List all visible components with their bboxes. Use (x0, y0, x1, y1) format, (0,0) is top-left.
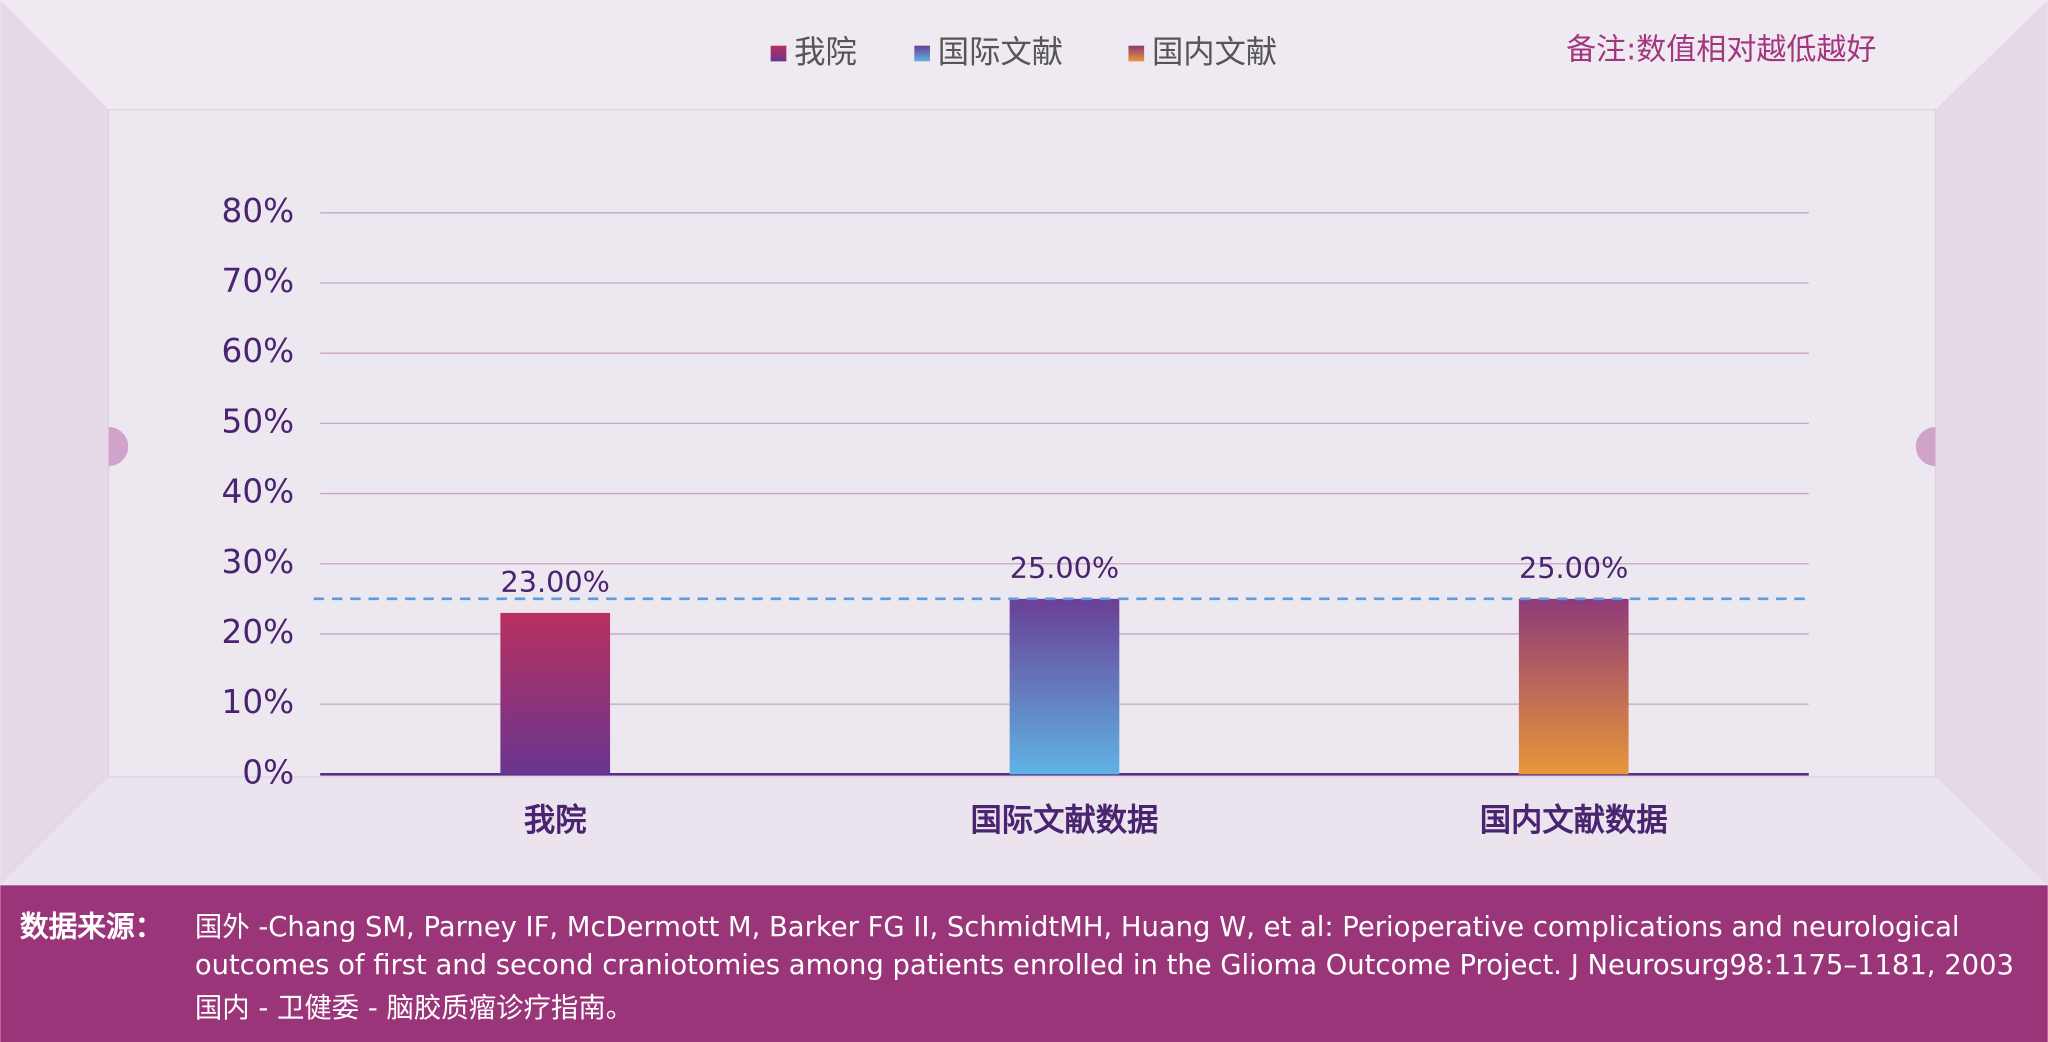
legend-swatch (1128, 45, 1145, 62)
y-tick-label: 80% (222, 192, 295, 230)
value-label: 25.00% (1010, 551, 1120, 585)
value-label: 23.00% (500, 565, 610, 599)
footer-line: 国内 - 卫健委 - 脑胶质瘤诊疗指南。 (195, 993, 633, 1024)
top-panel (0, 0, 2048, 110)
y-tick-label: 10% (222, 683, 295, 721)
y-tick-label: 60% (222, 332, 295, 370)
y-tick-label: 70% (222, 262, 295, 300)
footer-line: 国外 -Chang SM, Parney IF, McDermott M, Ba… (195, 912, 1960, 943)
y-tick-label: 20% (222, 613, 295, 651)
legend-swatch (914, 45, 930, 62)
left-panel (0, 0, 109, 886)
bar (1518, 598, 1629, 775)
decor (108, 426, 129, 467)
right-panel (1935, 0, 2048, 886)
x-tick-label: 我院 (524, 801, 587, 838)
bar (500, 612, 611, 775)
legend-label: 国际文献 (938, 35, 1063, 71)
floor-panel (0, 776, 2048, 886)
bar (1009, 598, 1120, 775)
y-tick-label: 50% (222, 402, 295, 440)
value-label: 25.00% (1519, 551, 1629, 585)
legend-label: 我院 (794, 35, 857, 71)
x-tick-label: 国内文献数据 (1480, 801, 1668, 838)
y-tick-label: 0% (242, 753, 294, 791)
footer-bg (0, 885, 2048, 1042)
legend-swatch (770, 45, 787, 62)
y-tick-label: 40% (222, 473, 295, 511)
y-tick-label: 30% (222, 543, 295, 581)
footer-label: 数据来源： (20, 909, 164, 943)
x-tick-label: 国际文献数据 (970, 801, 1158, 838)
decor (1915, 426, 1936, 467)
footer-line: outcomes of first and second craniotomie… (195, 950, 2014, 981)
note: 备注:数值相对越低越好 (1566, 32, 1876, 67)
legend-label: 国内文献 (1152, 35, 1277, 71)
